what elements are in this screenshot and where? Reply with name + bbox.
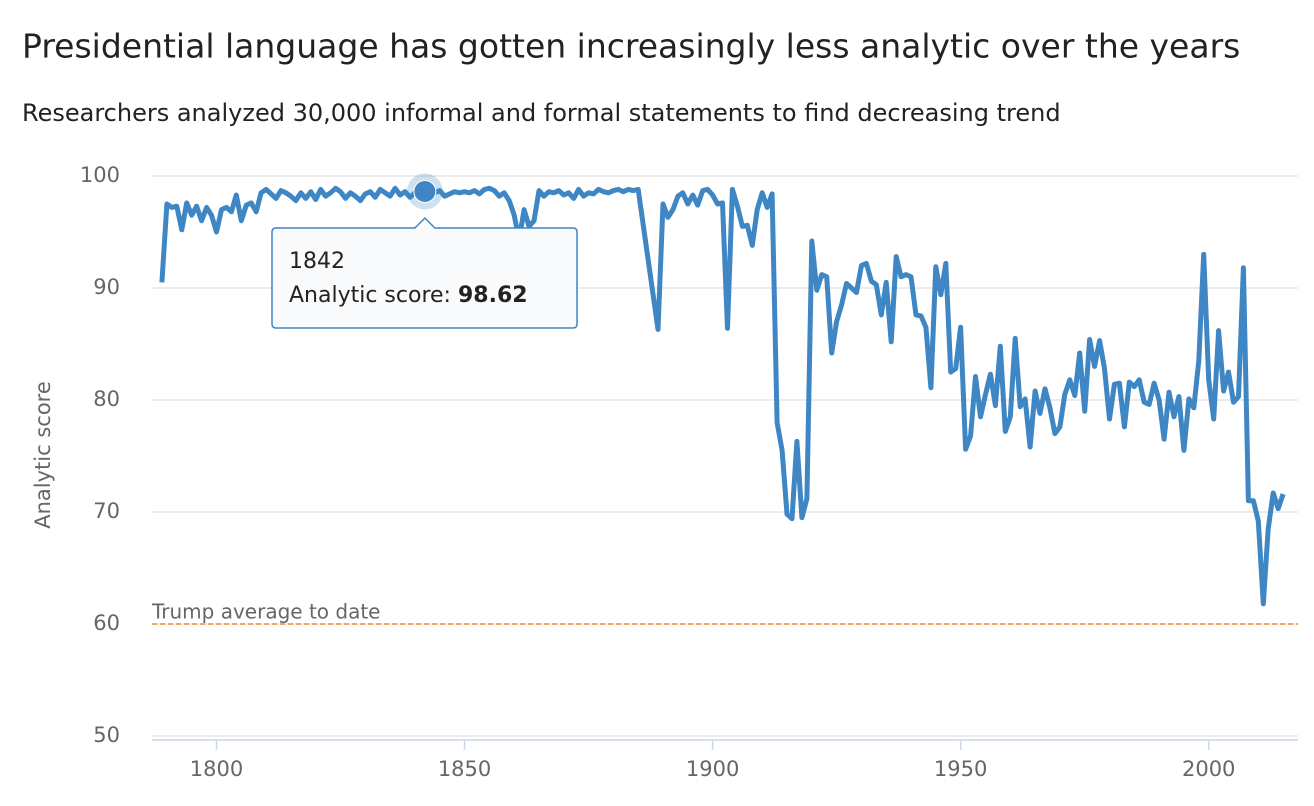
y-tick-label: 60 bbox=[93, 611, 120, 635]
chart-title: Presidential language has gotten increas… bbox=[22, 27, 1240, 66]
tooltip-x: 1842 bbox=[289, 249, 345, 274]
chart-subtitle: Researchers analyzed 30,000 informal and… bbox=[22, 99, 1061, 127]
tooltip-value: 98.62 bbox=[458, 283, 528, 308]
x-tick-label: 2000 bbox=[1182, 757, 1235, 781]
tooltip-box bbox=[271, 216, 578, 329]
reference-label: Trump average to date bbox=[151, 600, 380, 624]
hover-marker bbox=[413, 179, 437, 203]
y-axis-title: Analytic score bbox=[31, 381, 55, 529]
x-tick-label: 1850 bbox=[438, 757, 491, 781]
y-tick-label: 50 bbox=[93, 723, 120, 747]
x-tick-label: 1900 bbox=[686, 757, 739, 781]
y-tick-label: 70 bbox=[93, 499, 120, 523]
x-tick-label: 1950 bbox=[934, 757, 987, 781]
tooltip-label: Analytic score: bbox=[289, 283, 451, 308]
y-tick-label: 80 bbox=[93, 387, 120, 411]
y-tick-label: 90 bbox=[93, 275, 120, 299]
x-tick-label: 1800 bbox=[190, 757, 243, 781]
data-line bbox=[159, 185, 1286, 607]
y-tick-label: 100 bbox=[80, 163, 120, 187]
